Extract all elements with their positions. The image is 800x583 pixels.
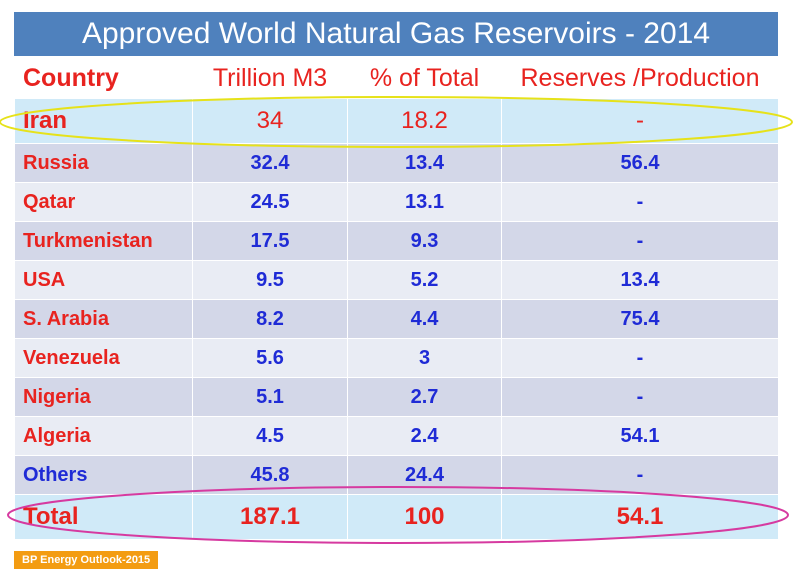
rp-cell: -	[501, 98, 779, 144]
trillion-cell: 24.5	[192, 182, 348, 222]
rp-cell: 75.4	[501, 299, 779, 339]
country-cell: Venezuela	[14, 338, 193, 378]
percent-cell: 13.4	[347, 143, 502, 183]
total-rp: 54.1	[501, 494, 779, 540]
trillion-cell: 4.5	[192, 416, 348, 456]
trillion-cell: 8.2	[192, 299, 348, 339]
country-cell: Others	[14, 455, 193, 495]
header-percent-total: % of Total	[347, 57, 502, 99]
slide-title: Approved World Natural Gas Reservoirs - …	[14, 12, 778, 56]
percent-cell: 3	[347, 338, 502, 378]
table-row-total: Total 187.1 100 54.1	[14, 494, 779, 540]
table-header-row: Country Trillion M3 % of Total Reserves …	[14, 57, 779, 99]
rp-cell: -	[501, 377, 779, 417]
table-row: Turkmenistan 17.5 9.3 -	[14, 221, 779, 261]
trillion-cell: 45.8	[192, 455, 348, 495]
country-cell: Russia	[14, 143, 193, 183]
trillion-cell: 5.1	[192, 377, 348, 417]
table-row: Venezuela 5.6 3 -	[14, 338, 779, 378]
source-label: BP Energy Outlook-2015	[14, 551, 159, 569]
table-row: Qatar 24.5 13.1 -	[14, 182, 779, 222]
percent-cell: 5.2	[347, 260, 502, 300]
trillion-cell: 32.4	[192, 143, 348, 183]
rp-cell: -	[501, 182, 779, 222]
table-row: Nigeria 5.1 2.7 -	[14, 377, 779, 417]
rp-cell: -	[501, 455, 779, 495]
table-row: Algeria 4.5 2.4 54.1	[14, 416, 779, 456]
total-percent: 100	[347, 494, 502, 540]
trillion-cell: 5.6	[192, 338, 348, 378]
country-cell: S. Arabia	[14, 299, 193, 339]
percent-cell: 13.1	[347, 182, 502, 222]
table-row: S. Arabia 8.2 4.4 75.4	[14, 299, 779, 339]
rp-cell: -	[501, 338, 779, 378]
header-trillion-m3: Trillion M3	[192, 57, 348, 99]
total-label: Total	[14, 494, 193, 540]
country-cell: Iran	[14, 98, 193, 144]
percent-cell: 18.2	[347, 98, 502, 144]
percent-cell: 24.4	[347, 455, 502, 495]
country-cell: Turkmenistan	[14, 221, 193, 261]
trillion-cell: 9.5	[192, 260, 348, 300]
rp-cell: 54.1	[501, 416, 779, 456]
percent-cell: 4.4	[347, 299, 502, 339]
country-cell: Nigeria	[14, 377, 193, 417]
header-reserves-production: Reserves /Production	[501, 57, 779, 99]
total-trillion: 187.1	[192, 494, 348, 540]
rp-cell: -	[501, 221, 779, 261]
percent-cell: 2.7	[347, 377, 502, 417]
table-row-others: Others 45.8 24.4 -	[14, 455, 779, 495]
header-country: Country	[14, 57, 193, 99]
trillion-cell: 17.5	[192, 221, 348, 261]
table-row-iran: Iran 34 18.2 -	[14, 98, 779, 144]
percent-cell: 9.3	[347, 221, 502, 261]
table-row: Russia 32.4 13.4 56.4	[14, 143, 779, 183]
trillion-cell: 34	[192, 98, 348, 144]
percent-cell: 2.4	[347, 416, 502, 456]
country-cell: Qatar	[14, 182, 193, 222]
country-cell: USA	[14, 260, 193, 300]
rp-cell: 56.4	[501, 143, 779, 183]
table-row: USA 9.5 5.2 13.4	[14, 260, 779, 300]
rp-cell: 13.4	[501, 260, 779, 300]
country-cell: Algeria	[14, 416, 193, 456]
gas-reserves-table: Country Trillion M3 % of Total Reserves …	[14, 57, 779, 540]
